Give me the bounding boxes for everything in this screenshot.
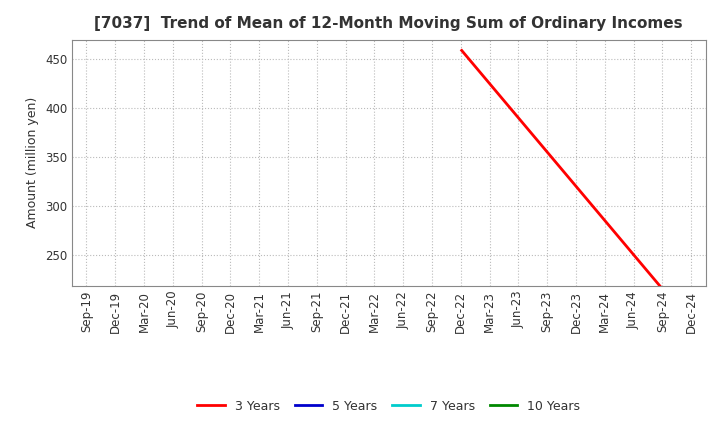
- Legend: 3 Years, 5 Years, 7 Years, 10 Years: 3 Years, 5 Years, 7 Years, 10 Years: [192, 395, 585, 418]
- Title: [7037]  Trend of Mean of 12-Month Moving Sum of Ordinary Incomes: [7037] Trend of Mean of 12-Month Moving …: [94, 16, 683, 32]
- Y-axis label: Amount (million yen): Amount (million yen): [27, 97, 40, 228]
